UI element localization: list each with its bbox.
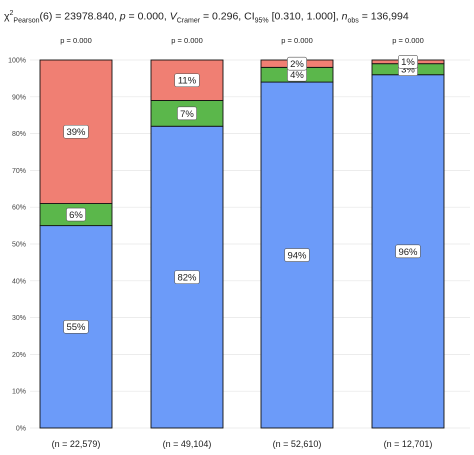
data-label: 55% — [66, 322, 86, 333]
y-tick-label: 20% — [12, 352, 26, 359]
p-label: p — [119, 10, 126, 23]
n-sub: obs — [347, 17, 359, 25]
data-label-box — [395, 244, 421, 259]
data-label-box — [63, 319, 89, 334]
p-value-label: p = 0.000 — [281, 36, 313, 45]
data-label: 94% — [287, 250, 307, 261]
df-text: (6) — [39, 10, 53, 23]
data-label: 6% — [69, 210, 83, 221]
n-count-label: (n = 22,579) — [52, 439, 101, 449]
y-tick-label: 70% — [12, 168, 26, 175]
n-count-label: (n = 52,610) — [273, 439, 322, 449]
n-count-label: (n = 49,104) — [163, 439, 212, 449]
data-label: 2% — [290, 59, 304, 70]
p-value-label: p = 0.000 — [60, 36, 92, 45]
ci-sub: 95% — [254, 17, 269, 25]
v-sub: Cramer — [176, 17, 201, 25]
data-label-box — [177, 106, 197, 121]
chart-subtitle: χ2Pearson(6) = 23978.840, p = 0.000, VCr… — [4, 3, 470, 25]
ci-label: CI — [244, 10, 255, 23]
data-label-box — [287, 56, 307, 71]
n-value: = 136,994 — [358, 10, 409, 23]
data-label-box — [66, 207, 86, 222]
y-tick-label: 80% — [12, 131, 26, 138]
data-label: 11% — [178, 76, 197, 87]
y-tick-label: 0% — [16, 426, 26, 433]
chi-sub: Pearson — [13, 17, 40, 25]
data-label: 96% — [398, 247, 418, 258]
y-tick-label: 10% — [12, 389, 26, 396]
data-label: 3% — [401, 65, 415, 76]
chi-sup: 2 — [9, 10, 14, 17]
data-label-box — [398, 55, 418, 69]
data-label: 39% — [66, 127, 86, 138]
ci-value: [0.310, 1.000], — [268, 10, 342, 23]
data-label-box — [174, 73, 200, 88]
p-value-label: p = 0.000 — [171, 36, 203, 45]
chi-symbol: χ — [4, 10, 10, 23]
y-tick-label: 30% — [12, 315, 26, 322]
data-label: 4% — [290, 70, 304, 81]
v-value: = 0.296, — [200, 10, 245, 23]
data-label-box — [174, 270, 200, 284]
y-tick-label: 40% — [12, 278, 26, 285]
n-label: n — [341, 10, 348, 23]
y-tick-label: 100% — [8, 58, 26, 65]
y-tick-label: 50% — [12, 242, 26, 249]
data-label-box — [63, 124, 89, 139]
stat-text: = 23978.840, — [52, 10, 120, 23]
data-label: 82% — [177, 273, 197, 284]
n-count-label: (n = 12,701) — [384, 439, 433, 449]
v-label: V — [169, 10, 177, 23]
data-label-box — [284, 248, 310, 262]
data-label: 1% — [401, 57, 415, 68]
y-tick-label: 90% — [12, 94, 26, 101]
data-label: 7% — [180, 109, 194, 120]
y-tick-label: 60% — [12, 205, 26, 212]
p-value: = 0.000, — [125, 10, 170, 23]
p-value-label: p = 0.000 — [392, 36, 424, 45]
